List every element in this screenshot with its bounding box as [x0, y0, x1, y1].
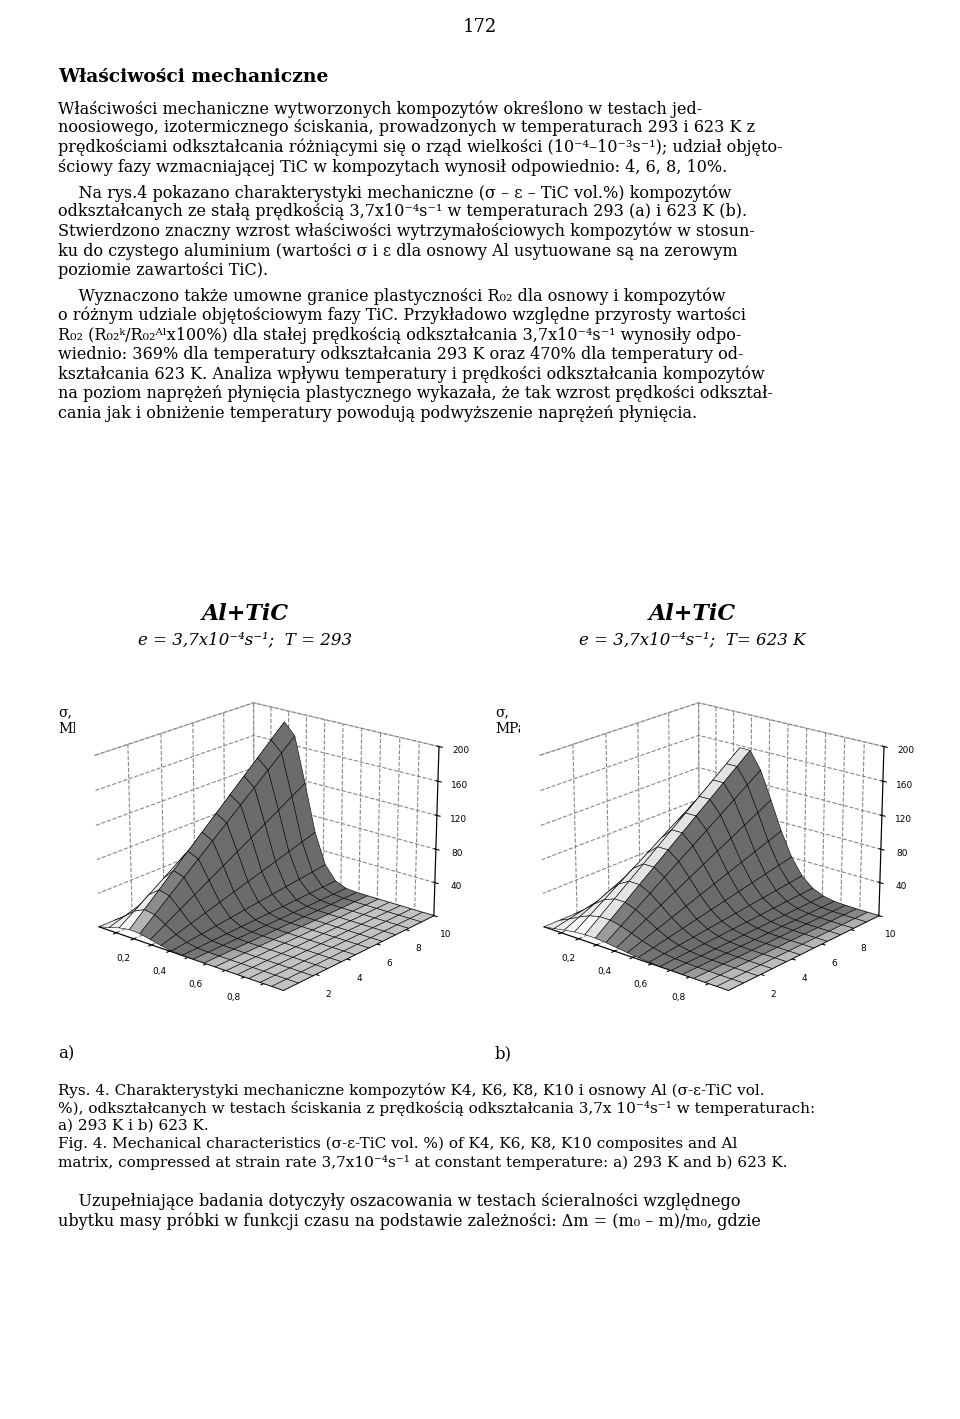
Text: R₀₂ (R₀₂ᵏ/R₀₂ᴬˡx100%) dla stałej prędkością odkształcania 3,7x10⁻⁴s⁻¹ wynosiły o: R₀₂ (R₀₂ᵏ/R₀₂ᴬˡx100%) dla stałej prędkoś…: [58, 326, 741, 343]
Text: Al+TiC: Al+TiC: [202, 603, 289, 624]
Text: ku do czystego aluminium (wartości σ i ε dla osnowy Al usytuowane są na zerowym: ku do czystego aluminium (wartości σ i ε…: [58, 243, 737, 260]
Text: b): b): [495, 1044, 512, 1061]
Text: Właściwości mechaniczne wytworzonych kompozytów określono w testach jed-: Właściwości mechaniczne wytworzonych kom…: [58, 99, 703, 118]
Text: matrix, compressed at strain rate 3,7x10⁻⁴s⁻¹ at constant temperature: a) 293 K : matrix, compressed at strain rate 3,7x10…: [58, 1155, 787, 1171]
Text: na poziom naprężeń płynięcia plastycznego wykazała, że tak wzrost prędkości odks: na poziom naprężeń płynięcia plastyczneg…: [58, 385, 773, 402]
Text: σ,
MPa: σ, MPa: [495, 705, 526, 736]
Text: wiednio: 369% dla temperatury odkształcania 293 K oraz 470% dla temperatury od-: wiednio: 369% dla temperatury odkształca…: [58, 346, 743, 363]
Text: poziomie zawartości TiC).: poziomie zawartości TiC).: [58, 263, 268, 280]
Text: a): a): [58, 1044, 74, 1061]
Text: %), odkształcanych w testach ściskania z prędkością odkształcania 3,7x 10⁻⁴s⁻¹ w: %), odkształcanych w testach ściskania z…: [58, 1101, 815, 1115]
Text: ubytku masy próbki w funkcji czasu na podstawie zależności: Δm = (m₀ – m)/m₀, gd: ubytku masy próbki w funkcji czasu na po…: [58, 1212, 761, 1230]
Text: Wyznaczono także umowne granice plastyczności R₀₂ dla osnowy i kompozytów: Wyznaczono także umowne granice plastycz…: [58, 288, 726, 305]
Text: σ,
MPa: σ, MPa: [58, 705, 89, 736]
Text: o różnym udziale objętościowym fazy TiC. Przykładowo względne przyrosty wartości: o różnym udziale objętościowym fazy TiC.…: [58, 307, 746, 325]
Text: 172: 172: [463, 18, 497, 35]
Text: ściowy fazy wzmacniającej TiC w kompozytach wynosił odpowiednio: 4, 6, 8, 10%.: ściowy fazy wzmacniającej TiC w kompozyt…: [58, 159, 728, 176]
Text: e = 3,7x10⁻⁴s⁻¹;  T= 623 K: e = 3,7x10⁻⁴s⁻¹; T= 623 K: [579, 631, 805, 648]
Text: kształcania 623 K. Analiza wpływu temperatury i prędkości odkształcania kompozyt: kształcania 623 K. Analiza wpływu temper…: [58, 366, 765, 383]
Text: e = 3,7x10⁻⁴s⁻¹;  T = 293: e = 3,7x10⁻⁴s⁻¹; T = 293: [138, 631, 352, 648]
Text: Uzupełniające badania dotyczyły oszacowania w testach ścieralności względnego: Uzupełniające badania dotyczyły oszacowa…: [58, 1193, 740, 1210]
Text: a) 293 K i b) 623 K.: a) 293 K i b) 623 K.: [58, 1120, 208, 1132]
Text: Właściwości mechaniczne: Właściwości mechaniczne: [58, 68, 328, 87]
Text: Fig. 4. Mechanical characteristics (σ-ε-TiC vol. %) of K4, K6, K8, K10 composite: Fig. 4. Mechanical characteristics (σ-ε-…: [58, 1137, 737, 1151]
Text: Rys. 4. Charakterystyki mechaniczne kompozytów K4, K6, K8, K10 i osnowy Al (σ-ε-: Rys. 4. Charakterystyki mechaniczne komp…: [58, 1083, 764, 1098]
Text: Stwierdzono znaczny wzrost właściwości wytrzymałościowych kompozytów w stosun-: Stwierdzono znaczny wzrost właściwości w…: [58, 223, 755, 240]
Text: noosiowego, izotermicznego ściskania, prowadzonych w temperaturach 293 i 623 K z: noosiowego, izotermicznego ściskania, pr…: [58, 119, 756, 136]
Text: odkształcanych ze stałą prędkością 3,7x10⁻⁴s⁻¹ w temperaturach 293 (a) i 623 K (: odkształcanych ze stałą prędkością 3,7x1…: [58, 203, 747, 220]
Text: cania jak i obniżenie temperatury powodują podwyższenie naprężeń płynięcia.: cania jak i obniżenie temperatury powodu…: [58, 404, 697, 421]
Text: Na rys.4 pokazano charakterystyki mechaniczne (σ – ε – TiC vol.%) kompozytów: Na rys.4 pokazano charakterystyki mechan…: [58, 184, 732, 201]
Text: Al+TiC: Al+TiC: [648, 603, 735, 624]
Text: prędkościami odkształcania różniącymi się o rząd wielkości (10⁻⁴–10⁻³s⁻¹); udzia: prędkościami odkształcania różniącymi si…: [58, 139, 782, 156]
